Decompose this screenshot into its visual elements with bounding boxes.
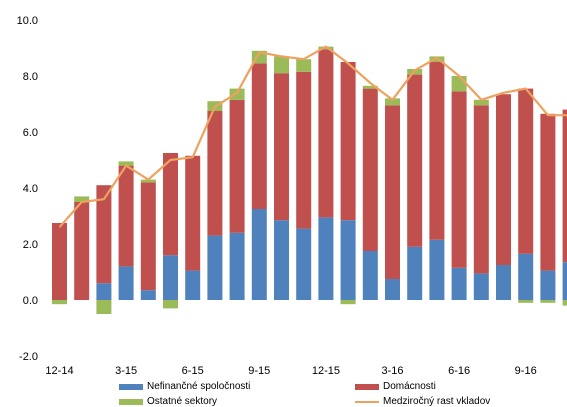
bar-segment-series-2: [140, 179, 156, 183]
bar-segment-series-0: [140, 290, 156, 300]
x-axis: 12-14 3-15 6-15 9-15 12-15 3-16 6-16 9-16: [45, 365, 536, 377]
y-axis: 10.0 8.0 6.0 4.0 2.0 0.0 -2.0: [17, 15, 38, 363]
bar-segment-series-1: [96, 185, 112, 284]
bar-segment-series-0: [229, 232, 245, 300]
bar-segment-series-2: [52, 300, 67, 305]
bar-segment-series-1: [207, 111, 223, 236]
bar-segment-series-1: [74, 202, 90, 300]
bar-segment-series-1: [140, 182, 156, 291]
bar-segment-series-0: [318, 217, 334, 300]
x-tick-label: 3-16: [381, 365, 403, 377]
bar-segment-series-1: [562, 109, 567, 263]
bar-segment-series-2: [118, 161, 134, 166]
bar-segment-series-0: [163, 255, 178, 300]
bar-segment-series-2: [473, 99, 489, 106]
bar-segment-series-0: [118, 266, 134, 300]
series-line-medzirocny-rast-vkladov: [58, 45, 567, 228]
bar-segment-series-2: [340, 300, 356, 305]
y-tick-label: -2.0: [19, 351, 38, 363]
x-tick-label: 12-15: [312, 365, 340, 377]
bar-segment-series-2: [562, 300, 567, 306]
bar-segment-series-1: [118, 165, 134, 267]
y-tick-label: 8.0: [23, 71, 38, 83]
bar-segment-series-1: [429, 62, 445, 240]
bar-segment-series-1: [318, 49, 334, 218]
x-tick-label: 9-16: [515, 365, 537, 377]
bar-segment-series-1: [229, 99, 245, 233]
bar-segment-series-2: [296, 59, 312, 72]
bar-segment-series-2: [318, 46, 334, 50]
bar-segment-series-0: [296, 228, 312, 300]
bar-segment-series-2: [96, 300, 112, 314]
bar-segment-series-2: [74, 196, 90, 202]
bar-segment-series-1: [163, 153, 178, 256]
bar-segment-series-1: [274, 73, 289, 221]
bar-segment-series-1: [185, 155, 201, 271]
bar-segment-series-0: [207, 235, 223, 300]
bar-segment-series-1: [540, 113, 556, 271]
bar-segment-series-1: [340, 62, 356, 221]
x-tick-label: 3-15: [115, 365, 137, 377]
bar-segment-series-0: [340, 220, 356, 300]
x-tick-label: 12-14: [45, 365, 73, 377]
bar-segment-series-0: [429, 239, 445, 300]
bar-segment-series-2: [385, 98, 400, 106]
bar-segment-series-0: [451, 267, 467, 300]
y-tick-label: 6.0: [23, 127, 38, 139]
bar-segment-series-0: [496, 265, 511, 300]
bar-segment-series-0: [96, 283, 112, 300]
bar-segment-series-1: [407, 74, 423, 247]
y-tick-label: 0.0: [23, 295, 38, 307]
x-tick-label: 9-15: [248, 365, 270, 377]
y-tick-label: 2.0: [23, 239, 38, 251]
bar-segment-series-1: [496, 94, 511, 265]
bar-segment-series-0: [518, 253, 534, 300]
bar-segment-series-2: [163, 300, 178, 309]
bar-segment-series-0: [473, 273, 489, 300]
y-tick-label: 10.0: [17, 15, 38, 27]
bars: [52, 46, 567, 314]
lines: [58, 45, 567, 228]
bar-segment-series-1: [473, 105, 489, 274]
bar-segment-series-0: [562, 262, 567, 300]
bar-segment-series-2: [518, 300, 534, 303]
bar-segment-series-2: [540, 300, 556, 303]
bar-segment-series-0: [407, 246, 423, 300]
bar-segment-series-0: [362, 251, 378, 300]
bar-segment-series-1: [52, 223, 67, 300]
bar-segment-series-1: [385, 105, 400, 280]
y-tick-label: 4.0: [23, 183, 38, 195]
bar-segment-series-2: [229, 88, 245, 100]
bar-segment-series-1: [251, 63, 267, 210]
bar-segment-series-2: [274, 56, 289, 74]
bar-segment-series-2: [451, 76, 467, 92]
bar-segment-series-0: [385, 279, 400, 300]
bar-segment-series-0: [251, 209, 267, 300]
bar-segment-series-0: [540, 270, 556, 300]
bar-segment-series-1: [296, 71, 312, 229]
bar-segment-series-0: [274, 220, 289, 300]
bar-segment-series-2: [362, 85, 378, 89]
x-tick-label: 6-16: [448, 365, 470, 377]
bar-segment-series-0: [185, 270, 201, 300]
bar-segment-series-1: [362, 88, 378, 251]
bar-segment-series-1: [451, 91, 467, 268]
bar-segment-series-1: [518, 88, 534, 254]
x-tick-label: 6-15: [182, 365, 204, 377]
